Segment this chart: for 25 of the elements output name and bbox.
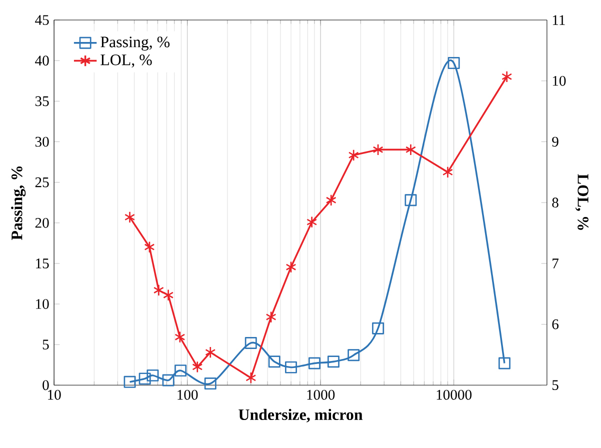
legend-label: Passing, %: [100, 36, 170, 50]
y2-tick-label: 8: [552, 198, 558, 208]
y2-tick-label: 5: [552, 380, 558, 390]
x-tick-label: 1000: [307, 390, 335, 400]
x-tick-label: 10000: [436, 390, 472, 400]
y-tick-label: 35: [35, 96, 49, 106]
x-axis-title: Undersize, micron: [238, 408, 363, 422]
y-tick-label: 10: [36, 298, 49, 309]
y-tick-label: 20: [35, 218, 49, 228]
y2-axis-title: LOL, %: [575, 174, 588, 230]
y-tick-label: 25: [35, 177, 49, 188]
y2-tick-label: 11: [552, 15, 565, 25]
y-tick-label: 5: [42, 340, 49, 350]
y-tick-label: 30: [35, 136, 49, 147]
y-axis-title: Passing, %: [11, 166, 26, 240]
y2-tick-label: 6: [552, 319, 559, 330]
y-tick-label: 15: [36, 258, 49, 268]
y2-tick-label: 10: [552, 76, 566, 86]
y-tick-label: 0: [42, 380, 49, 390]
y-tick-label: 40: [35, 56, 49, 66]
y2-tick-label: 7: [552, 258, 559, 268]
legend-label: LOL, %: [100, 54, 152, 68]
y-tick-label: 45: [35, 15, 49, 25]
x-tick-label: 100: [178, 390, 198, 400]
y2-tick-label: 9: [552, 136, 558, 147]
